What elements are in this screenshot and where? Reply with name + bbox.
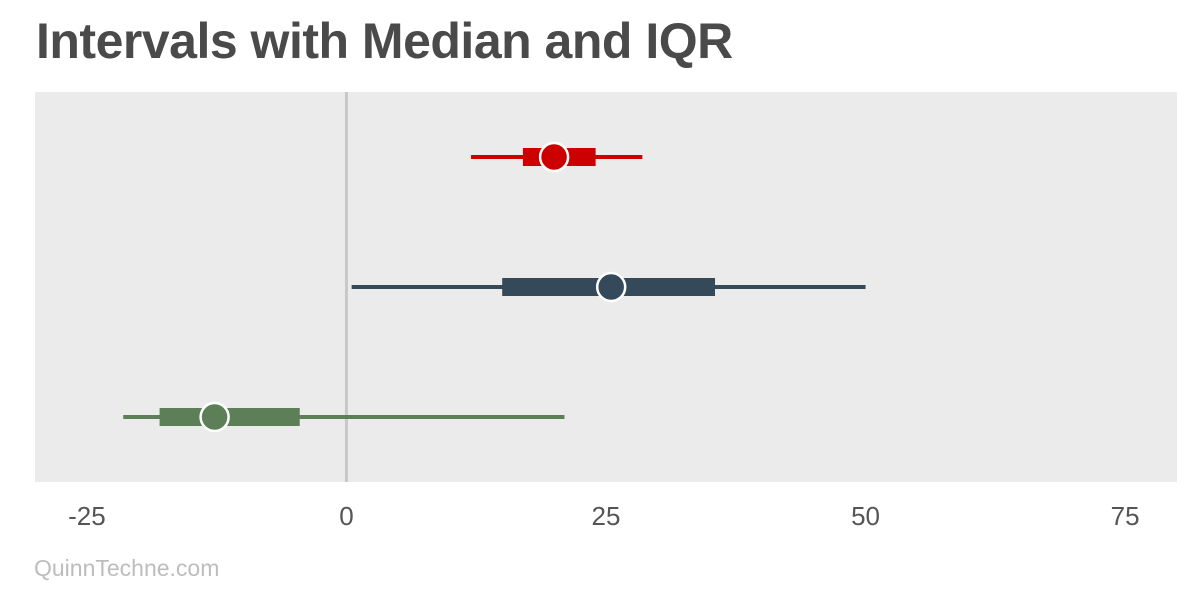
x-tick-label: 0 [339, 501, 353, 531]
interval-series-1 [471, 141, 643, 173]
source-footer: QuinnTechne.com [34, 555, 220, 581]
interval-series-3 [123, 401, 565, 433]
x-tick-label: -25 [68, 501, 106, 531]
chart-title: Intervals with Median and IQR [36, 13, 733, 69]
x-tick-label: 75 [1111, 501, 1140, 531]
x-tick-label: 50 [851, 501, 880, 531]
x-axis-ticks: -25 0 25 50 75 [68, 501, 1139, 531]
median-point [595, 271, 627, 303]
interval-series-2 [351, 271, 866, 303]
x-tick-label: 25 [592, 501, 621, 531]
median-point [199, 401, 230, 433]
median-point [538, 141, 570, 173]
series-layer [123, 141, 866, 433]
